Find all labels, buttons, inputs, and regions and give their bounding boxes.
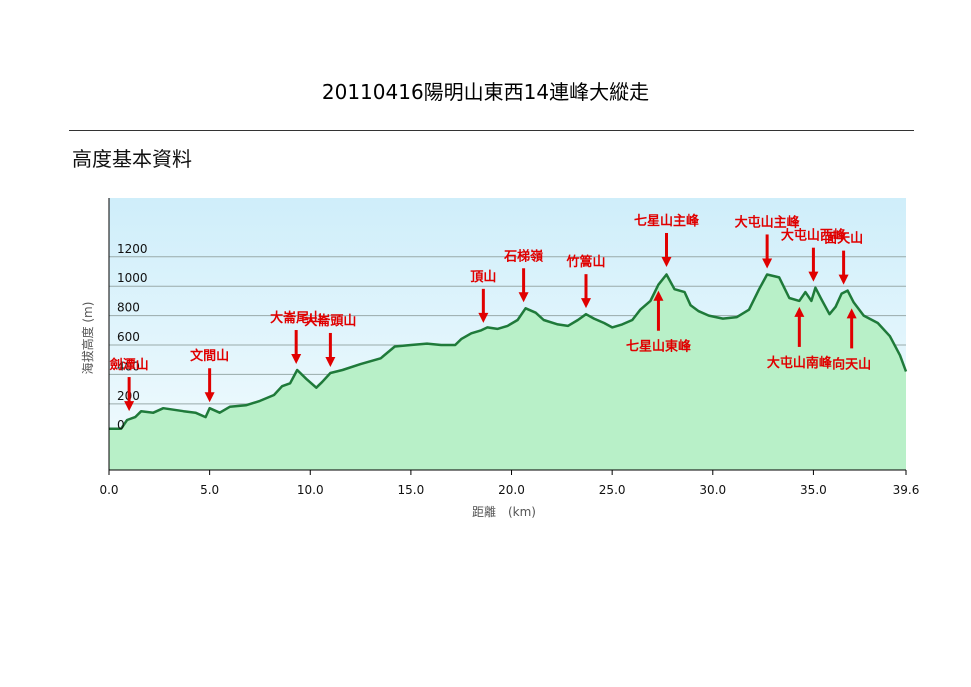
x-tick-label: 15.0 bbox=[398, 483, 425, 497]
x-tick-labels: 0.0 5.0 10.0 15.0 20.0 25.0 30.0 35.0 39.6 bbox=[99, 470, 919, 497]
x-tick-label: 39.6 bbox=[893, 483, 920, 497]
x-axis-label: 距離 (km) bbox=[472, 505, 536, 519]
annotation-label: 七星山東峰 bbox=[626, 339, 692, 355]
annotation-arrow-head bbox=[838, 274, 849, 285]
annotation-arrow-head bbox=[762, 258, 773, 269]
x-tick-label: 10.0 bbox=[297, 483, 324, 497]
annotation-arrow-head bbox=[204, 392, 215, 403]
page-title: 20110416陽明山東西14連峰大縱走 bbox=[321, 80, 650, 104]
annotation-arrow-head bbox=[518, 292, 529, 303]
annotation-arrow-head bbox=[653, 290, 664, 301]
annotation-label: 大屯山南峰 bbox=[767, 355, 833, 371]
annotation-arrow-head bbox=[794, 306, 805, 317]
elevation-line bbox=[109, 273, 908, 431]
y-tick-label: 600 bbox=[117, 330, 140, 344]
annotation-label: 面天山 bbox=[824, 231, 863, 247]
annotation-label: 竹篙山 bbox=[565, 254, 605, 270]
y-tick-labels: 020040060080010001200 bbox=[117, 242, 148, 432]
x-tick-label: 5.0 bbox=[200, 483, 219, 497]
y-tick-label: 400 bbox=[117, 359, 140, 373]
x-tick-label: 0.0 bbox=[99, 483, 118, 497]
annotation-label: 大崙尾山 bbox=[270, 310, 322, 326]
annotation-label: 向天山 bbox=[832, 356, 871, 372]
x-tick-label: 20.0 bbox=[498, 483, 525, 497]
annotation-label: 大屯山主峰 bbox=[735, 214, 801, 230]
x-tick-label: 35.0 bbox=[800, 483, 827, 497]
annotation-arrow-head bbox=[580, 298, 591, 309]
x-tick-label: 30.0 bbox=[699, 483, 726, 497]
annotation-arrow-head bbox=[478, 312, 489, 323]
section-title: 高度基本資料 bbox=[72, 147, 192, 171]
annotation-label: 劍潭山 bbox=[110, 357, 149, 373]
y-axis-label: 海拔高度 (m) bbox=[80, 302, 95, 375]
annotation-label: 頂山 bbox=[470, 269, 496, 285]
elevation-area bbox=[109, 274, 906, 470]
annotation-arrow-head bbox=[124, 401, 135, 412]
annotation-label: 大崙頭山 bbox=[304, 313, 356, 329]
annotation-arrow-head bbox=[808, 271, 819, 282]
annotation-arrow-head bbox=[846, 308, 857, 319]
y-tick-label: 1000 bbox=[117, 271, 148, 285]
x-tick-label: 25.0 bbox=[599, 483, 626, 497]
y-tick-label: 1200 bbox=[117, 242, 148, 256]
annotation-label: 七星山主峰 bbox=[634, 213, 700, 229]
annotation-label: 文間山 bbox=[190, 348, 229, 364]
annotation-arrow-head bbox=[291, 354, 302, 365]
annotation-label: 石梯嶺 bbox=[503, 248, 543, 264]
annotation-label: 大屯山西峰 bbox=[781, 228, 847, 244]
y-tick-label: 800 bbox=[117, 301, 140, 315]
title-divider bbox=[69, 130, 914, 131]
annotation-arrow-head bbox=[325, 356, 336, 367]
annotation-arrow-head bbox=[661, 256, 672, 267]
y-tick-label: 0 bbox=[117, 418, 125, 432]
